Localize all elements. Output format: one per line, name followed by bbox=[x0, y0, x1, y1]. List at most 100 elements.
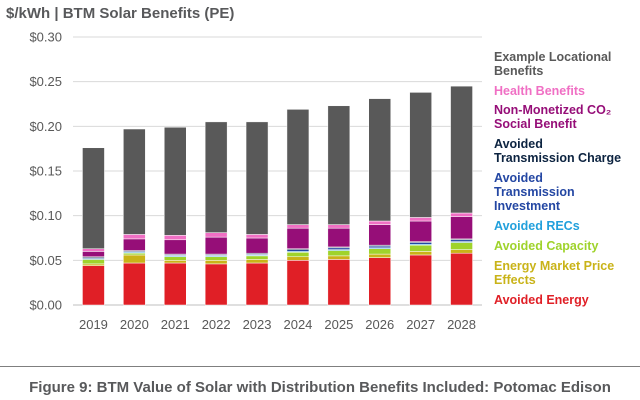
bar-segment-avoided-energy bbox=[286, 260, 310, 306]
bar-segment-avoided-energy bbox=[164, 262, 187, 306]
legend-entry: Example Locational Benefits bbox=[494, 50, 612, 78]
bar-segment-avoided-capacity bbox=[286, 252, 310, 258]
x-tick-label: 2026 bbox=[365, 317, 394, 332]
bar-stack-2026 bbox=[368, 98, 391, 306]
y-tick-label: $0.15 bbox=[29, 164, 62, 179]
bar-stack-2028 bbox=[450, 85, 473, 306]
bar-segment-non-monetized-co2-social-benefit bbox=[450, 216, 473, 240]
bar-stack-2019 bbox=[82, 147, 105, 306]
bar-segment-example-locational-benefits bbox=[82, 147, 105, 249]
bar-segment-energy-market-price-effects bbox=[327, 255, 351, 260]
bar-stack-2027 bbox=[409, 92, 432, 306]
bar-segment-avoided-energy bbox=[245, 262, 269, 306]
bar-segment-energy-market-price-effects bbox=[82, 263, 105, 266]
bar-segment-health-benefits bbox=[327, 224, 351, 229]
legend-entry: Avoided Transmission Charge bbox=[494, 137, 622, 165]
bar-segment-avoided-capacity bbox=[123, 252, 146, 256]
bar-segment-non-monetized-co2-social-benefit bbox=[368, 224, 391, 246]
bar-segment-health-benefits bbox=[409, 217, 432, 222]
legend-entry: Avoided RECs bbox=[494, 219, 580, 233]
bar-segment-avoided-capacity bbox=[368, 248, 391, 255]
x-axis-tick-labels: 2019 2020 2021 2022 2023 2024 2025 2026 2027 2028 bbox=[79, 317, 476, 332]
bar-segment-avoided-energy bbox=[123, 262, 146, 306]
bar-segment-non-monetized-co2-social-benefit bbox=[164, 239, 187, 255]
bar-stack-2025 bbox=[327, 105, 351, 306]
y-tick-label: $0.05 bbox=[29, 253, 62, 268]
y-tick-label: $0.10 bbox=[29, 208, 62, 223]
bar-segment-example-locational-benefits bbox=[286, 109, 310, 225]
legend-entry: Avoided Transmission Investment bbox=[494, 171, 575, 213]
bar-segment-energy-market-price-effects bbox=[204, 260, 228, 265]
bar-segment-energy-market-price-effects bbox=[450, 249, 473, 254]
bar-segment-energy-market-price-effects bbox=[245, 259, 269, 264]
x-tick-label: 2025 bbox=[324, 317, 353, 332]
bar-segment-example-locational-benefits bbox=[327, 105, 351, 225]
bar-segment-energy-market-price-effects bbox=[164, 260, 187, 264]
bar-segment-avoided-energy bbox=[327, 259, 351, 306]
bar-segment-health-benefits bbox=[245, 234, 269, 239]
x-tick-label: 2027 bbox=[406, 317, 435, 332]
figure-caption: Figure 9: BTM Value of Solar with Distri… bbox=[29, 379, 611, 396]
x-tick-label: 2020 bbox=[120, 317, 149, 332]
bar-segment-health-benefits bbox=[164, 235, 187, 241]
bar-segment-energy-market-price-effects bbox=[123, 254, 146, 264]
bar-segment-energy-market-price-effects bbox=[368, 253, 391, 258]
bar-segment-example-locational-benefits bbox=[245, 121, 269, 235]
bar-segment-example-locational-benefits bbox=[123, 128, 146, 235]
bar-segment-non-monetized-co2-social-benefit bbox=[327, 227, 351, 248]
y-tick-label: $0.25 bbox=[29, 74, 62, 89]
bar-segment-avoided-transmission-investment bbox=[450, 239, 473, 242]
bar-segment-avoided-energy bbox=[204, 263, 228, 306]
bar-segment-non-monetized-co2-social-benefit bbox=[286, 227, 310, 249]
bar-segment-avoided-transmission-investment bbox=[368, 245, 391, 249]
bar-segment-energy-market-price-effects bbox=[409, 251, 432, 256]
bar-stack-2022 bbox=[204, 121, 228, 306]
y-tick-label: $0.00 bbox=[29, 298, 62, 313]
y-axis-tick-labels: $0.00 $0.05 $0.10 $0.15 $0.20 $0.25 $0.30 bbox=[29, 30, 62, 313]
bar-segment-health-benefits bbox=[286, 224, 310, 229]
bar-segment-avoided-capacity bbox=[245, 255, 269, 260]
x-tick-label: 2022 bbox=[202, 317, 231, 332]
legend-entry: Avoided Energy bbox=[494, 293, 589, 307]
legend-entry: Health Benefits bbox=[494, 84, 585, 98]
bar-segment-example-locational-benefits bbox=[164, 126, 187, 236]
bar-segment-avoided-energy bbox=[368, 257, 391, 306]
bar-stack-2021 bbox=[164, 126, 187, 306]
bar-segment-avoided-capacity bbox=[204, 256, 228, 261]
y-tick-label: $0.20 bbox=[29, 119, 62, 134]
x-tick-label: 2028 bbox=[447, 317, 476, 332]
bar-segment-avoided-capacity bbox=[450, 242, 473, 250]
legend-entry: Avoided Capacity bbox=[494, 239, 599, 253]
bar-segment-non-monetized-co2-social-benefit bbox=[82, 251, 105, 258]
bar-segment-health-benefits bbox=[450, 212, 473, 217]
bar-segment-non-monetized-co2-social-benefit bbox=[123, 238, 146, 251]
bar-stack-2023 bbox=[245, 121, 269, 306]
legend-entry: Non-Monetized CO₂ Social Benefit bbox=[494, 103, 612, 131]
bar-segment-avoided-capacity bbox=[409, 244, 432, 252]
bar-segment-avoided-capacity bbox=[327, 250, 351, 257]
bar-segment-non-monetized-co2-social-benefit bbox=[409, 220, 432, 242]
bar-segment-avoided-transmission-investment bbox=[327, 247, 351, 250]
x-tick-label: 2024 bbox=[283, 317, 312, 332]
bar-segment-avoided-energy bbox=[409, 254, 432, 306]
x-tick-label: 2021 bbox=[161, 317, 190, 332]
y-tick-label: $0.30 bbox=[29, 30, 62, 45]
bar-segment-example-locational-benefits bbox=[409, 92, 432, 218]
bar-stack-2020 bbox=[123, 128, 146, 306]
bar-segment-health-benefits bbox=[123, 234, 146, 240]
bar-segment-avoided-energy bbox=[82, 265, 105, 306]
bar-segment-avoided-transmission-investment bbox=[409, 242, 432, 245]
chart-title: $/kWh | BTM Solar Benefits (PE) bbox=[6, 5, 235, 22]
bar-segment-example-locational-benefits bbox=[450, 85, 473, 214]
bar-segment-avoided-capacity bbox=[164, 256, 187, 261]
bar-stacks bbox=[82, 85, 473, 306]
bar-segment-non-monetized-co2-social-benefit bbox=[245, 237, 269, 254]
bar-segment-health-benefits bbox=[82, 248, 105, 252]
x-tick-label: 2019 bbox=[79, 317, 108, 332]
x-tick-label: 2023 bbox=[243, 317, 272, 332]
caption-divider bbox=[0, 366, 640, 367]
bar-segment-health-benefits bbox=[204, 232, 228, 238]
bar-segment-example-locational-benefits bbox=[204, 121, 228, 233]
bar-segment-avoided-energy bbox=[450, 252, 473, 306]
legend-entry: Energy Market Price Effects bbox=[494, 259, 615, 287]
